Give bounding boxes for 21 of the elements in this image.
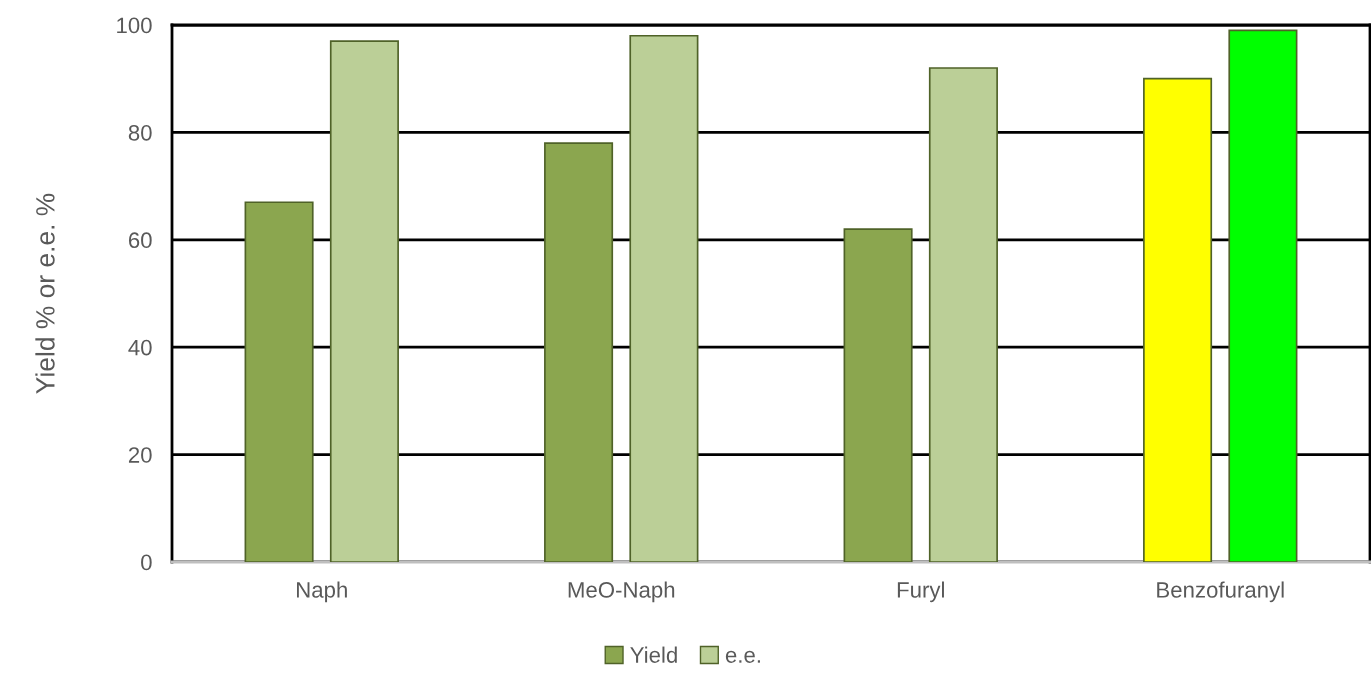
x-tick-label: Benzofuranyl [1157, 581, 1284, 603]
bar [544, 142, 614, 562]
bar [329, 40, 399, 562]
bar [843, 228, 913, 562]
x-tick-label: Naph [297, 581, 347, 603]
bar [629, 34, 699, 562]
x-tick-label: MeO-Naph [568, 581, 675, 603]
y-tick-label: 0 [141, 554, 152, 571]
x-tick-label: Furyl [897, 581, 944, 603]
legend-label: e.e. [725, 650, 760, 663]
bar [1143, 77, 1213, 562]
y-tick-label: 20 [128, 447, 152, 463]
y-tick-label: 40 [128, 339, 152, 356]
legend-label: Yield [630, 646, 677, 663]
y-tick-label: 100 [117, 17, 152, 34]
y-tick-label: 80 [128, 124, 152, 141]
bar [928, 67, 998, 562]
bar [1228, 29, 1298, 562]
y-tick-label: 60 [128, 232, 152, 249]
bar [244, 201, 314, 562]
y-axis-title: Yield % or e.e. % [35, 193, 55, 394]
